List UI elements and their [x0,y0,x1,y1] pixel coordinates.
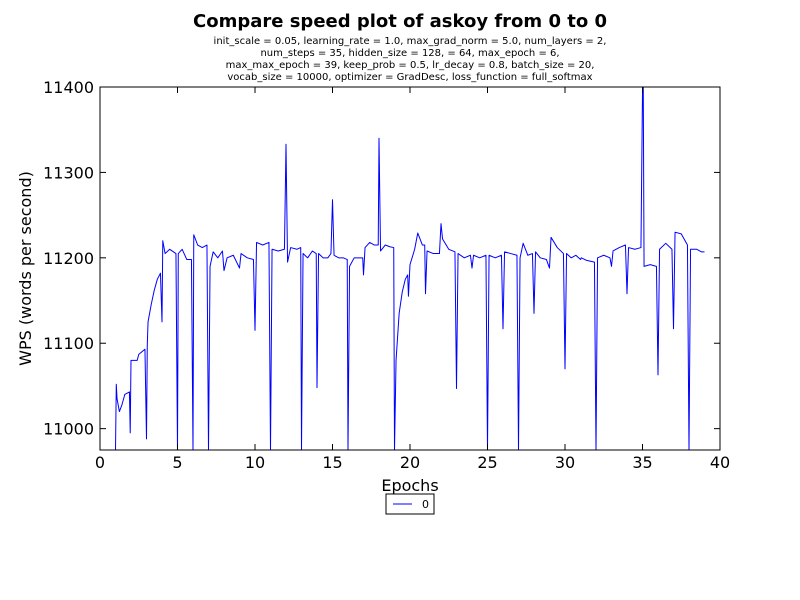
x-tick-label: 30 [555,453,575,472]
y-tick-label: 11200 [43,249,94,268]
x-tick-label: 10 [245,453,265,472]
x-tick-label: 25 [477,453,497,472]
subtitle-line: init_scale = 0.05, learning_rate = 1.0, … [214,36,607,47]
subtitle-line: num_steps = 35, hidden_size = 128, = 64,… [260,48,559,59]
legend-entry-label: 0 [422,498,429,511]
legend: 0 [385,493,435,515]
y-tick-label: 11000 [43,420,94,439]
y-tick-label: 11100 [43,334,94,353]
x-tick-label: 5 [172,453,182,472]
y-axis-label: WPS (words per second) [16,171,35,366]
x-tick-label: 15 [322,453,342,472]
y-tick-label: 11400 [43,78,94,97]
subtitle-line: vocab_size = 10000, optimizer = GradDesc… [227,72,592,83]
chart-title: Compare speed plot of askoy from 0 to 0 [193,11,607,32]
y-tick-label: 11300 [43,163,94,182]
series-line-0 [115,87,705,450]
x-tick-label: 0 [95,453,105,472]
y-axis-ticks: 11000 11100 11200 11300 11400 [43,78,720,439]
chart-subtitle: init_scale = 0.05, learning_rate = 1.0, … [214,36,607,83]
x-tick-label: 20 [400,453,420,472]
x-tick-label: 35 [632,453,652,472]
x-tick-label: 40 [710,453,730,472]
subtitle-line: max_max_epoch = 39, keep_prob = 0.5, lr_… [226,60,595,71]
x-axis-label: Epochs [381,476,438,495]
series-layer [115,87,705,450]
x-axis-ticks: 0 5 10 15 20 25 30 35 40 [95,87,730,472]
